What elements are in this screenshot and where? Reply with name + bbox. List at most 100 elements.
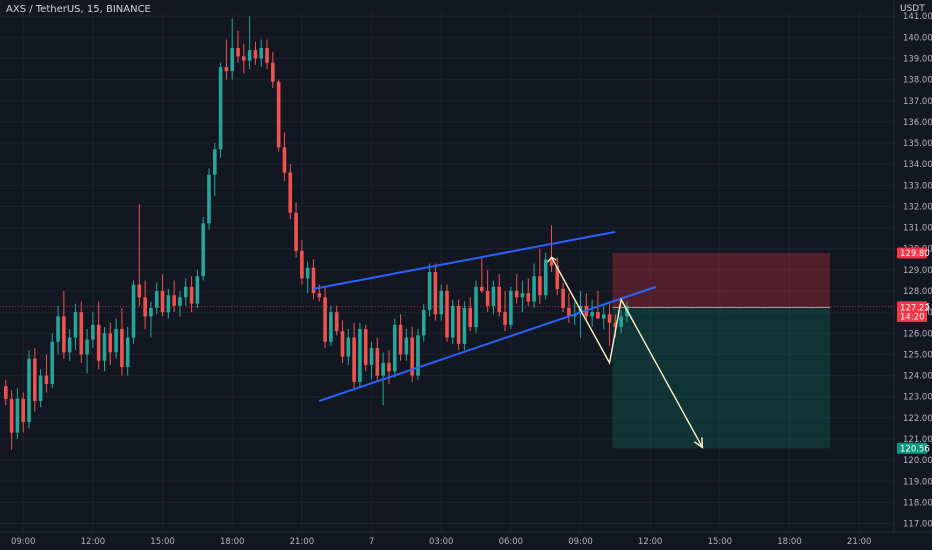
channel-trendline[interactable] [318, 285, 657, 402]
candle-body [398, 324, 403, 355]
candle [236, 31, 240, 63]
candle [276, 79, 281, 152]
candle [166, 288, 171, 319]
candle-body [189, 286, 194, 304]
candle-body [230, 47, 235, 72]
candle-body [253, 50, 258, 59]
price-label-bg [897, 302, 927, 323]
candle [242, 43, 246, 74]
candle-body [363, 329, 368, 366]
candle-body [421, 310, 426, 336]
candle-body [445, 291, 449, 338]
candle-body [50, 341, 55, 385]
take-profit-zone[interactable] [612, 307, 831, 449]
candle-body [236, 47, 240, 57]
candle-body [549, 259, 554, 266]
candle-body [108, 333, 113, 353]
grid-lines [0, 12, 894, 532]
candle-body [601, 314, 606, 319]
candle [619, 310, 623, 334]
candle-body [15, 398, 20, 433]
candle [143, 280, 147, 330]
price-label[interactable]: 120.56 [897, 442, 930, 455]
candle [503, 291, 507, 332]
candle-body [259, 47, 264, 59]
candle [44, 354, 49, 393]
candle [538, 248, 542, 304]
candle [102, 326, 107, 372]
candle-body [160, 291, 165, 313]
candle [497, 274, 502, 317]
candle [212, 143, 217, 196]
candle-body [427, 272, 432, 311]
price-tick-label: 119.00 [903, 477, 932, 487]
candle [311, 259, 316, 300]
price-label-bg [897, 442, 927, 454]
time-tick-label: 03:00 [429, 537, 454, 547]
candle [514, 274, 519, 304]
stop-loss-zone[interactable] [612, 252, 831, 308]
candle [439, 284, 443, 321]
candle [137, 204, 142, 306]
candle [323, 286, 327, 349]
candle-body [538, 276, 542, 296]
time-tick-label: 7 [369, 537, 374, 547]
candle-body [79, 312, 84, 355]
candle-body [555, 265, 560, 289]
candle-body [509, 291, 513, 325]
candle-body [567, 307, 571, 317]
projection-path[interactable] [550, 256, 704, 448]
position-zones[interactable] [0, 252, 894, 449]
candle [480, 257, 484, 294]
candle-body [590, 312, 594, 317]
price-label[interactable]: 129.80 [897, 247, 930, 259]
candle-body [613, 322, 618, 327]
candle [131, 280, 136, 344]
candle-body [410, 337, 414, 376]
channel-trendline[interactable] [313, 230, 616, 290]
candle [120, 307, 124, 376]
price-tick-label: 137.00 [903, 97, 932, 107]
candle [172, 280, 176, 313]
price-tick-label: 126.00 [903, 329, 932, 339]
candle [9, 390, 14, 450]
price-label-text: 129.80 [900, 249, 930, 259]
candle-body [514, 291, 519, 298]
drawings[interactable] [313, 230, 704, 449]
time-tick-label: 21:00 [847, 537, 872, 547]
candle-body [340, 331, 345, 357]
candle-body [480, 286, 484, 292]
candle [375, 337, 380, 382]
candle [79, 301, 84, 363]
price-tick-label: 121.00 [903, 435, 932, 445]
candle-body [619, 316, 623, 327]
candle [346, 329, 351, 366]
candle [189, 276, 194, 313]
candle-body [149, 307, 153, 317]
candle [62, 291, 66, 359]
price-tick-label: 125.00 [903, 350, 932, 360]
candle-body [44, 375, 49, 385]
candle-body [56, 316, 60, 342]
candle [369, 341, 374, 380]
candle-body [392, 324, 397, 372]
candle-body [532, 276, 536, 302]
price-tick-label: 124.00 [903, 372, 932, 382]
candle [271, 52, 275, 89]
candle [421, 303, 426, 342]
candle-body [62, 316, 66, 353]
candle-body [73, 312, 78, 338]
candle [33, 348, 37, 412]
price-tick-label: 135.00 [903, 139, 932, 149]
candle [247, 16, 252, 70]
candle [108, 322, 113, 366]
candle [532, 263, 536, 308]
candle-body [317, 293, 322, 298]
price-tick-label: 136.00 [903, 118, 932, 128]
candle-body [9, 398, 14, 433]
candle [253, 41, 258, 65]
